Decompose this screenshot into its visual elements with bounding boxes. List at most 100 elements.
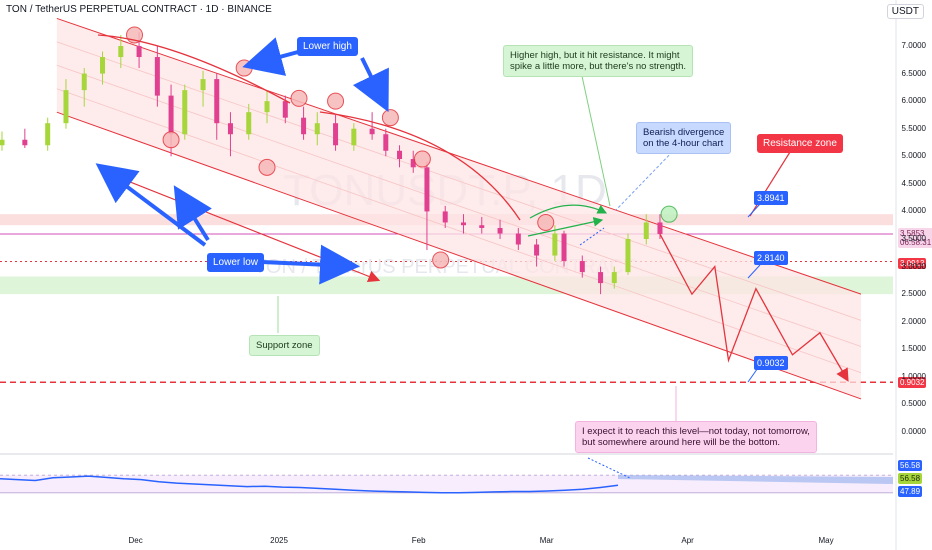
bottom-expectation-note: I expect it to reach this level—not toda… (575, 421, 817, 453)
highlight-circle (537, 213, 555, 231)
lower-high-arc (97, 34, 291, 104)
highlight-circle (660, 205, 678, 223)
candle-body (561, 233, 567, 262)
price-tick-label: 0.5000 (901, 399, 926, 409)
rsi-tag-2: 56.58 (898, 473, 923, 484)
candle-body (534, 244, 540, 256)
candle-body (45, 123, 51, 146)
price-tick-label: 2.5000 (901, 289, 926, 299)
level-2-pointer (747, 264, 761, 279)
time-tick-label: Mar (539, 536, 554, 545)
channel-line (56, 64, 862, 347)
candle-body (351, 128, 357, 146)
level-label-1: 3.8941 (754, 191, 788, 205)
rsi-divergence-fan (618, 475, 893, 484)
candle-body (100, 57, 106, 74)
price-tick-label: 1.5000 (901, 344, 926, 354)
highlight-circle (381, 109, 399, 127)
bottom-expectation-line2: but somewhere around here will be the bo… (582, 437, 781, 448)
candle-body (22, 139, 28, 146)
candle-body (182, 90, 188, 135)
candle-body (333, 123, 339, 146)
candle-body (397, 150, 403, 160)
highlight-circle (413, 150, 431, 168)
candle-body (154, 57, 160, 96)
rsi-panel (0, 457, 893, 494)
higher-high-note: Higher high, but it hit resistance. It m… (503, 45, 694, 77)
callout-arrow (242, 37, 299, 76)
price-tick-label: 4.5000 (901, 178, 926, 188)
level-label-3: 0.9032 (754, 356, 788, 370)
highlight-circle (290, 89, 308, 107)
channel-fill (56, 18, 862, 399)
candle-body (442, 211, 448, 223)
price-tick-label: 6.0000 (901, 96, 926, 106)
resistance-zone-label: Resistance zone (757, 134, 843, 153)
price-tick-label: 3.0000 (901, 261, 926, 271)
price-tick-label: 1.0000 (901, 371, 926, 381)
note-pointer-higher-high (581, 75, 611, 207)
candle-body (227, 123, 233, 135)
highlight-circle (162, 131, 180, 149)
candle-body (424, 167, 430, 212)
callout-arrow (352, 57, 389, 113)
rsi-line (0, 475, 619, 494)
candle-body (383, 134, 389, 151)
price-tick-label: 5.5000 (901, 123, 926, 133)
channel (56, 17, 862, 400)
highlight-circle (327, 92, 345, 110)
price-tick-label: 3.5000 (901, 234, 926, 243)
time-tick-label: Feb (411, 536, 426, 545)
candle-body (579, 261, 585, 273)
candle-body (497, 227, 503, 234)
resistance-pointer (749, 151, 791, 217)
candle-body (264, 101, 270, 113)
current-price-tag: 3.5853 06:58:31 (898, 228, 932, 248)
candle-body (369, 128, 375, 135)
highlight-circle (258, 158, 276, 176)
price-tick-label: 4.0000 (901, 206, 926, 216)
bottom-expectation-line1: I expect it to reach this level—not toda… (582, 426, 810, 437)
candle-body (598, 272, 604, 284)
chart-title: TON / TetherUS PERPETUAL CONTRACT · 1D ·… (6, 4, 272, 15)
candle-body (611, 272, 617, 284)
candle-body (136, 46, 142, 58)
candle-body (479, 225, 485, 228)
candle-body (625, 239, 631, 273)
rsi-tag-3: 47.89 (898, 486, 923, 497)
bearish-divergence-line2: on the 4-hour chart (643, 138, 724, 149)
channel-line (56, 17, 862, 295)
candle-body (643, 222, 649, 239)
rsi-tag-1: 56.58 (898, 460, 923, 471)
higher-high-note-line1: Higher high, but it hit resistance. It m… (510, 50, 680, 61)
candle-body (515, 233, 521, 245)
price-tick-label: 6.5000 (901, 68, 926, 78)
currency-badge[interactable]: USDT (886, 4, 924, 19)
candle-body (118, 46, 124, 58)
candle-body (168, 95, 174, 135)
divergence-price-line (579, 227, 605, 246)
time-tick-label: 2025 (270, 536, 288, 545)
higher-high-note-line2: spike a little more, but there's no stre… (510, 61, 687, 72)
bearish-divergence-line1: Bearish divergence (643, 127, 725, 138)
candle-body (314, 123, 320, 135)
candle-body (246, 112, 252, 135)
candle-body (81, 73, 87, 91)
lower-low-label: Lower low (207, 253, 265, 272)
current-price: 3.5853 (900, 229, 925, 238)
candle-body (410, 159, 416, 168)
callout-arrow (173, 185, 212, 242)
level-label-2: 2.8140 (754, 251, 788, 265)
channel-line (56, 41, 862, 321)
candle-body (460, 222, 466, 226)
callout-arrow (261, 244, 360, 285)
highlight-circle (432, 251, 450, 269)
candle-body (301, 117, 307, 135)
support-price-tag: 3.0913 (898, 258, 927, 269)
candle-body (282, 101, 288, 118)
drawings (95, 34, 791, 421)
channel-line (56, 88, 862, 374)
note-pointer-divergence (615, 147, 677, 211)
projection-path (659, 233, 849, 382)
